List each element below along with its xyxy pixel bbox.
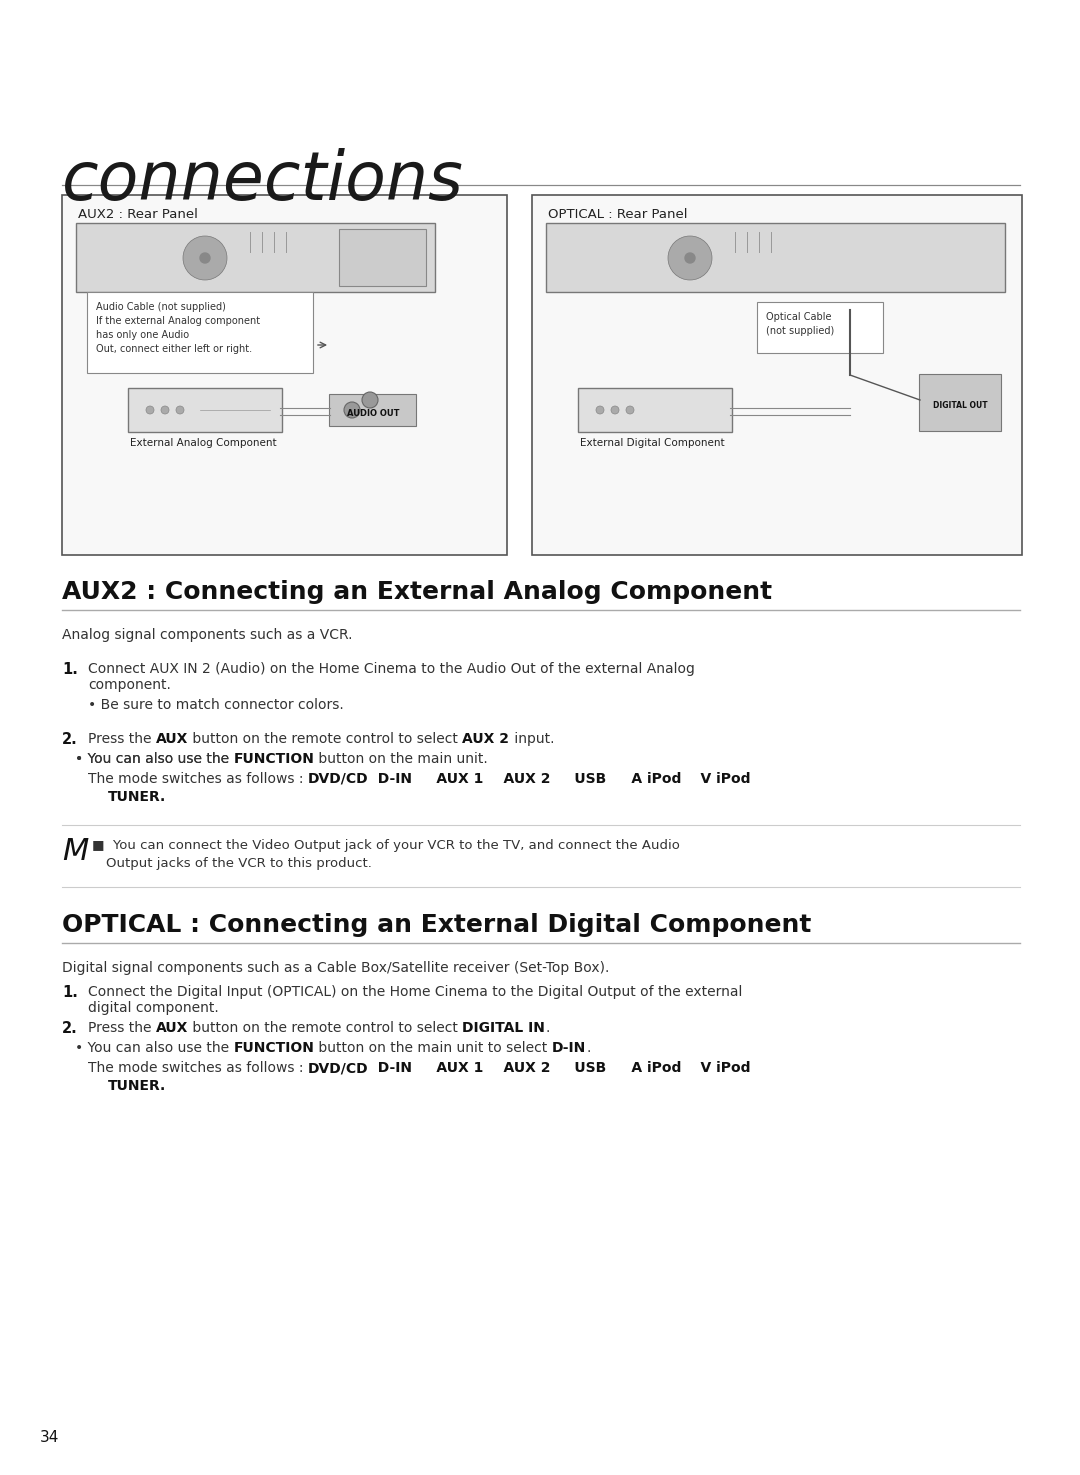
Circle shape: [626, 406, 634, 414]
Text: Optical Cable: Optical Cable: [766, 313, 832, 322]
Circle shape: [611, 406, 619, 414]
Text: The mode switches as follows :: The mode switches as follows :: [87, 771, 308, 786]
Circle shape: [362, 392, 378, 409]
FancyBboxPatch shape: [757, 302, 883, 353]
Text: D-IN: D-IN: [552, 1041, 586, 1055]
Text: DVD/CD: DVD/CD: [308, 1061, 368, 1075]
Text: has only one Audio: has only one Audio: [96, 330, 189, 341]
Text: FUNCTION: FUNCTION: [233, 1041, 314, 1055]
FancyBboxPatch shape: [578, 388, 732, 432]
Text: Digital signal components such as a Cable Box/Satellite receiver (Set-Top Box).: Digital signal components such as a Cabl…: [62, 962, 609, 975]
Text: • You can also use the: • You can also use the: [75, 752, 233, 766]
Text: A iPod: A iPod: [607, 771, 681, 786]
Text: The mode switches as follows :: The mode switches as follows :: [87, 771, 308, 786]
Circle shape: [146, 406, 154, 414]
Text: AUX2 : Rear Panel: AUX2 : Rear Panel: [78, 208, 198, 221]
Text: Audio Cable (not supplied): Audio Cable (not supplied): [96, 302, 226, 313]
Text: • You can also use the: • You can also use the: [75, 752, 233, 766]
Text: AUX 2: AUX 2: [462, 732, 510, 746]
Text: 1.: 1.: [62, 985, 78, 1000]
Text: 1.: 1.: [62, 662, 78, 677]
Text: AUX 2: AUX 2: [484, 771, 551, 786]
Text: Press the: Press the: [87, 1021, 156, 1035]
Text: button on the main unit.: button on the main unit.: [314, 752, 488, 766]
Text: AUDIO OUT: AUDIO OUT: [347, 409, 400, 417]
Text: ■  You can connect the Video Output jack of your VCR to the TV, and connect the : ■ You can connect the Video Output jack …: [92, 839, 680, 853]
Text: FUNCTION: FUNCTION: [233, 752, 314, 766]
Text: connections: connections: [62, 148, 464, 214]
Text: AUX 1: AUX 1: [413, 771, 484, 786]
Circle shape: [161, 406, 168, 414]
Text: .: .: [545, 1021, 550, 1035]
FancyBboxPatch shape: [76, 223, 435, 292]
Circle shape: [183, 236, 227, 280]
Text: button on the remote control to select: button on the remote control to select: [188, 732, 462, 746]
Text: Press the: Press the: [87, 732, 156, 746]
Text: External Analog Component: External Analog Component: [130, 438, 276, 448]
Text: AUX2 : Connecting an External Analog Component: AUX2 : Connecting an External Analog Com…: [62, 580, 772, 603]
Text: The mode switches as follows :: The mode switches as follows :: [87, 1061, 308, 1075]
FancyBboxPatch shape: [919, 375, 1001, 431]
Text: USB: USB: [551, 1061, 607, 1075]
Text: input.: input.: [510, 732, 554, 746]
Circle shape: [669, 236, 712, 280]
Text: V iPod: V iPod: [681, 1061, 751, 1075]
Text: 2.: 2.: [62, 1021, 78, 1035]
Text: (not supplied): (not supplied): [766, 326, 834, 336]
Text: A iPod: A iPod: [607, 1061, 681, 1075]
Circle shape: [176, 406, 184, 414]
Text: 34: 34: [40, 1429, 59, 1445]
Text: Connect the Digital Input (OPTICAL) on the Home Cinema to the Digital Output of : Connect the Digital Input (OPTICAL) on t…: [87, 985, 742, 1015]
FancyBboxPatch shape: [329, 394, 416, 426]
Text: Output jacks of the VCR to this product.: Output jacks of the VCR to this product.: [106, 857, 372, 870]
Text: USB: USB: [551, 771, 607, 786]
Circle shape: [596, 406, 604, 414]
Text: Out, connect either left or right.: Out, connect either left or right.: [96, 344, 252, 354]
Text: button on the remote control to select: button on the remote control to select: [188, 1021, 462, 1035]
Text: AUX: AUX: [156, 1021, 188, 1035]
Text: Connect AUX IN 2 (Audio) on the Home Cinema to the Audio Out of the external Ana: Connect AUX IN 2 (Audio) on the Home Cin…: [87, 662, 694, 692]
Text: DIGITAL OUT: DIGITAL OUT: [933, 401, 987, 410]
Text: M: M: [62, 836, 89, 866]
Text: Analog signal components such as a VCR.: Analog signal components such as a VCR.: [62, 628, 352, 642]
Text: button on the main unit to select: button on the main unit to select: [314, 1041, 552, 1055]
FancyBboxPatch shape: [129, 388, 282, 432]
Text: • You can also use the: • You can also use the: [75, 1041, 233, 1055]
FancyBboxPatch shape: [62, 195, 507, 555]
Text: If the external Analog component: If the external Analog component: [96, 316, 260, 326]
Text: D-IN: D-IN: [368, 1061, 413, 1075]
FancyBboxPatch shape: [546, 223, 1005, 292]
Text: 2.: 2.: [62, 732, 78, 746]
Circle shape: [345, 403, 360, 417]
Text: .: .: [586, 1041, 591, 1055]
Text: External Digital Component: External Digital Component: [580, 438, 725, 448]
FancyBboxPatch shape: [87, 292, 313, 373]
Circle shape: [685, 254, 696, 263]
Text: AUX 2: AUX 2: [484, 1061, 551, 1075]
Circle shape: [200, 254, 210, 263]
Text: TUNER.: TUNER.: [108, 791, 166, 804]
FancyBboxPatch shape: [339, 229, 426, 286]
Text: TUNER.: TUNER.: [108, 1080, 166, 1093]
Text: AUX: AUX: [156, 732, 188, 746]
Text: • You can also use the: • You can also use the: [75, 752, 233, 766]
Text: DIGITAL IN: DIGITAL IN: [462, 1021, 545, 1035]
Text: OPTICAL : Connecting an External Digital Component: OPTICAL : Connecting an External Digital…: [62, 913, 811, 937]
Text: The mode switches as follows :: The mode switches as follows :: [87, 1061, 308, 1075]
Text: • Be sure to match connector colors.: • Be sure to match connector colors.: [87, 698, 343, 712]
Text: DVD/CD: DVD/CD: [308, 771, 368, 786]
Text: D-IN: D-IN: [368, 771, 413, 786]
FancyBboxPatch shape: [532, 195, 1022, 555]
Text: AUX 1: AUX 1: [413, 1061, 484, 1075]
Text: OPTICAL : Rear Panel: OPTICAL : Rear Panel: [548, 208, 688, 221]
Text: V iPod: V iPod: [681, 771, 751, 786]
